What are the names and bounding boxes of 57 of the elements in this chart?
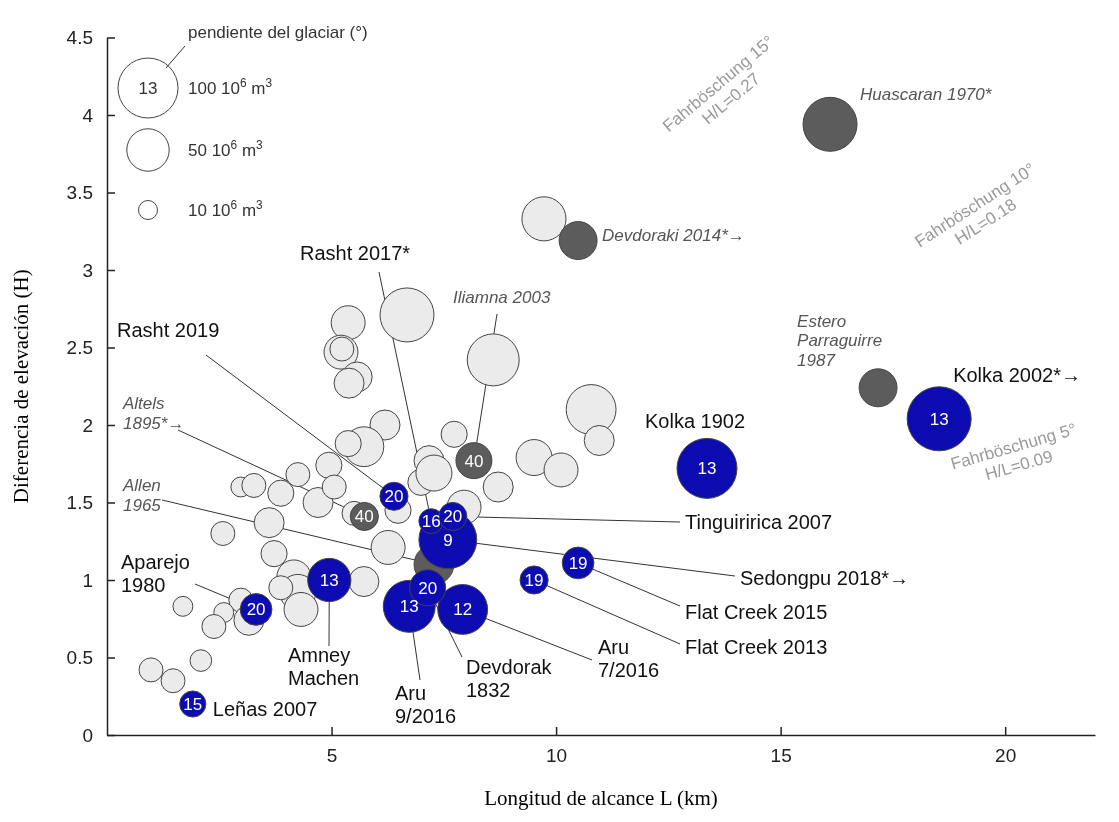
y-tick-label: 2 <box>82 414 93 436</box>
annotation: Amney Machen <box>288 644 360 689</box>
annotation: Kolka 2002*→ <box>953 363 1082 386</box>
y-axis-title: Diferencia de elevación (H) <box>9 269 33 504</box>
y-tick-label: 3.5 <box>66 182 93 204</box>
annotation: 15 <box>183 694 203 714</box>
x-tick-label: 20 <box>995 745 1017 767</box>
annotation: Kolka 1902 <box>644 410 746 433</box>
y-tick-label: 2.5 <box>66 337 93 359</box>
annotation: 13 <box>697 459 717 479</box>
y-tick-label: 0.5 <box>66 647 93 669</box>
annotation: Allen 1965 <box>122 476 162 515</box>
annotation: Estero Parraguirre 1987 <box>797 311 883 370</box>
annotation: Devdorak 1832 <box>466 656 553 701</box>
annotation: 13 <box>929 409 949 429</box>
annotation: 13 <box>138 78 158 98</box>
annotation: Aparejo 1980 <box>121 551 190 596</box>
x-tick-label: 5 <box>326 745 338 767</box>
annotation: 13 <box>319 570 339 590</box>
y-tick-label: 3 <box>82 259 93 281</box>
annotation: 13 <box>399 597 419 617</box>
x-axis-title: Longitud de alcance L (km) <box>484 786 718 810</box>
x-tick-label: 15 <box>770 745 792 767</box>
y-tick-label: 0 <box>82 724 93 746</box>
annotation: Altels 1895*→ <box>122 394 185 433</box>
annotation: 20 <box>443 507 463 527</box>
annotation: Aru 7/2016 <box>598 636 660 681</box>
annotation: 20 <box>384 487 404 507</box>
annotation: Flat Creek 2013 <box>685 636 828 658</box>
annotation: Aru 9/2016 <box>395 682 457 727</box>
annotation: 40 <box>464 451 484 471</box>
legend-label: 100 10$^{6}$ m$^{3}$ <box>188 75 273 98</box>
annotation: Sedongpu 2018*→ <box>740 567 910 589</box>
annotation: 12 <box>453 600 473 620</box>
y-tick-label: 1.5 <box>66 492 93 514</box>
x-tick-label: 10 <box>546 745 568 767</box>
annotation: 20 <box>418 578 438 598</box>
annotation: Flat Creek 2015 <box>685 601 828 623</box>
y-tick-label: 1 <box>82 569 93 591</box>
annotation: 16 <box>421 512 441 532</box>
legend-label: 50 10$^{6}$ m$^{3}$ <box>188 137 264 160</box>
annotation: 19 <box>568 553 588 573</box>
annotation: Leñas 2007 <box>212 698 318 720</box>
annotation: Tinguiririca 2007 <box>685 511 833 533</box>
annotation: Devdoraki 2014*→ <box>602 225 745 245</box>
annotation: 9 <box>443 530 453 550</box>
y-tick-label: 4.5 <box>66 27 93 49</box>
y-tick-label: 4 <box>82 104 94 126</box>
annotation: Iliamna 2003 <box>453 288 551 307</box>
legend-title: pendiente del glaciar (°) <box>188 23 368 42</box>
legend-label: 10 10$^{6}$ m$^{3}$ <box>188 197 264 220</box>
annotation: 19 <box>524 570 544 590</box>
annotation: Rasht 2017* <box>300 242 411 264</box>
annotation: 40 <box>354 507 374 527</box>
annotation: Rasht 2019 <box>117 319 220 341</box>
annotation: Huascaran 1970* <box>860 85 993 105</box>
annotation: 20 <box>246 600 266 620</box>
